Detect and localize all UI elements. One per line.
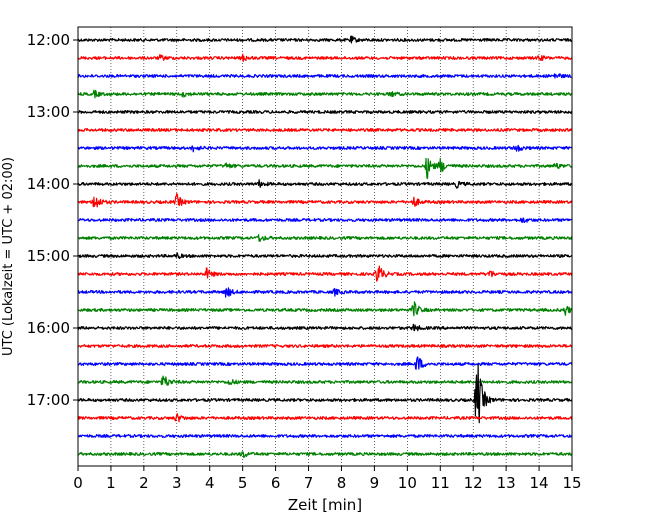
x-axis: 0 1 2 3 4 5 6 7 8 9 10 11 12 13 14 15 bbox=[73, 466, 582, 492]
x-tick-label: 15 bbox=[562, 474, 581, 492]
seismogram-trace bbox=[77, 73, 573, 79]
x-tick-label: 2 bbox=[139, 474, 149, 492]
x-tick-label: 10 bbox=[398, 474, 417, 492]
x-axis-label: Zeit [min] bbox=[288, 496, 362, 514]
seismogram-trace bbox=[77, 434, 573, 438]
y-tick-label: 13:00 bbox=[27, 103, 70, 121]
seismogram-trace bbox=[77, 344, 573, 348]
seismogram-trace bbox=[77, 128, 573, 132]
x-tick-label: 3 bbox=[172, 474, 182, 492]
y-tick-label: 12:00 bbox=[27, 31, 70, 49]
y-tick-label: 15:00 bbox=[27, 247, 70, 265]
x-tick-label: 0 bbox=[73, 474, 83, 492]
seismogram-trace bbox=[77, 157, 573, 180]
x-tick-label: 13 bbox=[497, 474, 516, 492]
x-tick-label: 4 bbox=[205, 474, 215, 492]
x-tick-label: 12 bbox=[464, 474, 483, 492]
seismogram-trace bbox=[77, 265, 573, 282]
y-tick-label: 14:00 bbox=[27, 175, 70, 193]
plot-frame bbox=[77, 26, 573, 467]
seismogram-trace bbox=[77, 35, 573, 44]
seismogram-trace bbox=[77, 451, 573, 459]
y-axis-label: UTC (Lokalzeit = UTC + 02:00) bbox=[1, 157, 16, 356]
seismogram-trace bbox=[77, 110, 573, 114]
seismogram-trace bbox=[77, 413, 573, 423]
seismogram-trace bbox=[77, 252, 573, 260]
x-tick-label: 6 bbox=[271, 474, 281, 492]
x-tick-label: 11 bbox=[431, 474, 450, 492]
x-tick-label: 14 bbox=[530, 474, 549, 492]
y-tick-label: 17:00 bbox=[27, 391, 70, 409]
grid bbox=[110, 27, 540, 466]
seismogram-trace bbox=[77, 144, 573, 153]
x-tick-label: 5 bbox=[238, 474, 248, 492]
seismogram-trace bbox=[77, 217, 573, 224]
x-tick-label: 1 bbox=[106, 474, 116, 492]
seismogram-trace bbox=[77, 234, 573, 242]
seismogram-trace bbox=[77, 53, 573, 63]
seismogram-trace bbox=[77, 89, 573, 99]
seismogram-trace bbox=[77, 193, 573, 208]
seismogram-trace bbox=[77, 356, 573, 370]
seismogram-trace bbox=[77, 323, 573, 332]
seismogram-trace bbox=[77, 301, 573, 317]
x-tick-label: 7 bbox=[304, 474, 314, 492]
y-tick-label: 16:00 bbox=[27, 319, 70, 337]
seismogram-trace bbox=[77, 287, 573, 298]
y-axis: 12:00 13:00 14:00 15:00 16:00 17:00 bbox=[27, 31, 78, 409]
x-tick-label: 9 bbox=[370, 474, 380, 492]
seismogram-trace bbox=[77, 363, 573, 424]
trace-group bbox=[77, 35, 573, 459]
seismogram-trace bbox=[77, 375, 573, 386]
seismogram-trace bbox=[77, 179, 573, 189]
x-tick-label: 8 bbox=[337, 474, 347, 492]
